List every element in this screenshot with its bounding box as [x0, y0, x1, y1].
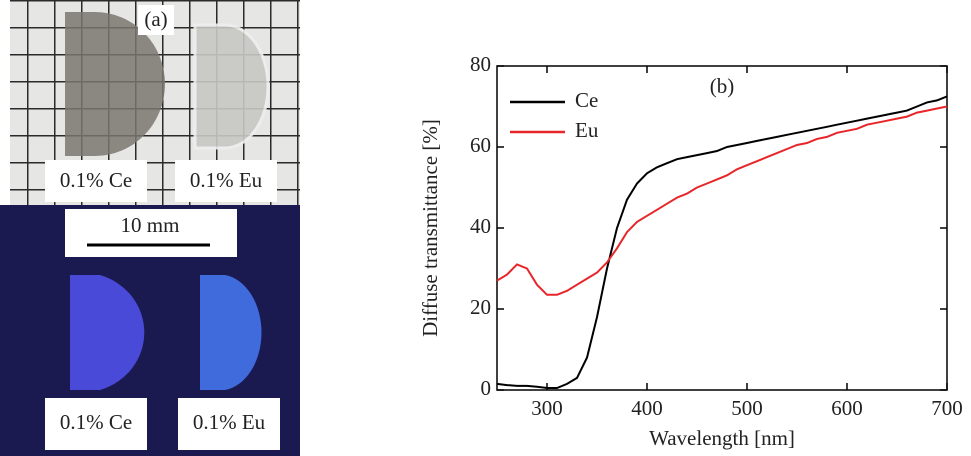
y-tick-label: 60	[470, 133, 491, 157]
label-box	[45, 398, 147, 450]
x-tick-label: 300	[531, 396, 563, 420]
label-box	[178, 398, 280, 450]
sample-label: 0.1% Ce	[60, 168, 132, 192]
chart-b: (b) Wavelength [nm] Diffuse transmittanc…	[418, 52, 963, 450]
sample-eu	[193, 23, 270, 150]
y-tick-label: 80	[470, 52, 491, 76]
label-box	[175, 160, 277, 202]
scale-bar-label: 10 mm	[121, 213, 180, 237]
y-tick-label: 20	[470, 295, 491, 319]
line	[496, 105, 948, 296]
sample-eu-uv	[200, 275, 262, 390]
photo-a: (a) 0.1% Ce 0.1% Eu 10 mm 0.1% Ce 0.1% E…	[0, 0, 300, 456]
line	[496, 95, 948, 389]
sample-label: 0.1% Eu	[193, 410, 266, 434]
x-tick-label: 700	[931, 396, 963, 420]
sample-ce	[65, 12, 165, 156]
panel-label: (b)	[710, 74, 735, 98]
plot-frame	[496, 65, 948, 391]
x-tick-label: 600	[831, 396, 863, 420]
label-box	[45, 160, 147, 202]
sample-ce-uv	[70, 275, 145, 390]
x-tick-label: 500	[731, 396, 763, 420]
sample-label: 0.1% Ce	[60, 410, 132, 434]
label-box	[138, 5, 174, 35]
sample-label: 0.1% Eu	[190, 168, 263, 192]
legend-label: Ce	[575, 88, 598, 112]
y-tick-label: 40	[470, 214, 491, 238]
label-box	[65, 209, 237, 257]
y-tick-label: 0	[481, 376, 492, 400]
y-axis-label: Diffuse transmittance [%]	[418, 119, 442, 337]
panel-label: (a)	[144, 7, 167, 31]
x-tick-label: 400	[631, 396, 663, 420]
legend-label: Eu	[575, 118, 599, 142]
x-axis-label: Wavelength [nm]	[649, 426, 795, 450]
